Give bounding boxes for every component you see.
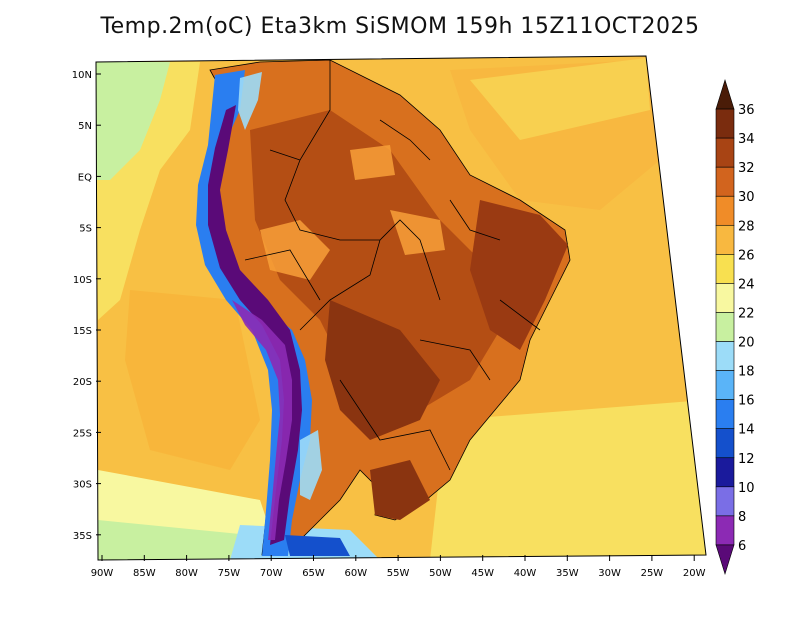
lat-tick-label: 5S bbox=[79, 224, 92, 235]
colorbar-segment bbox=[715, 195, 735, 226]
lon-tick-label: 30W bbox=[598, 568, 621, 579]
lat-tick-label: 25S bbox=[73, 428, 92, 439]
lon-tick-label: 35W bbox=[556, 568, 579, 579]
cool-ocean-northwest bbox=[96, 62, 170, 180]
lon-tick-label: 20W bbox=[683, 568, 706, 579]
lat-tick-label: 15S bbox=[73, 326, 92, 337]
lat-tick-label: 10N bbox=[72, 70, 92, 81]
colorbar-segment bbox=[715, 224, 735, 255]
lon-tick-label: 80W bbox=[175, 568, 198, 579]
colorbar-label: 10 bbox=[738, 481, 755, 496]
lon-tick-label: 60W bbox=[344, 568, 367, 579]
colorbar-label: 34 bbox=[738, 132, 755, 147]
latitude-axis: 10N 5N EQ 5S 10S 15S 20S 25S 30S 35S bbox=[72, 70, 101, 542]
lon-tick-label: 45W bbox=[471, 568, 494, 579]
colorbar-segment bbox=[715, 515, 735, 546]
lat-tick-label: 35S bbox=[73, 531, 92, 542]
lon-tick-label: 50W bbox=[429, 568, 452, 579]
andes-mid bbox=[232, 300, 292, 540]
colorbar-segment bbox=[715, 254, 735, 284]
colorbar-label: 14 bbox=[738, 423, 755, 438]
lat-tick-label: 5N bbox=[78, 121, 92, 132]
domain-border bbox=[95, 55, 707, 561]
colorbar-segment bbox=[715, 399, 735, 430]
patagonia-cold bbox=[285, 535, 350, 556]
interior-hot bbox=[325, 300, 440, 440]
lon-tick-label: 90W bbox=[91, 568, 114, 579]
lon-tick-label: 70W bbox=[260, 568, 283, 579]
colorbar-segment bbox=[715, 78, 735, 110]
lat-tick-label: 10S bbox=[73, 275, 92, 286]
colorbar-label: 20 bbox=[738, 336, 755, 351]
warm-ocean-patches bbox=[125, 290, 260, 470]
colorbar-label: 32 bbox=[738, 161, 755, 176]
lon-tick-label: 25W bbox=[641, 568, 664, 579]
lon-tick-label: 85W bbox=[133, 568, 156, 579]
country-borders bbox=[244, 60, 541, 471]
amazon-hot-core bbox=[250, 110, 500, 420]
colorbar-segment bbox=[715, 166, 735, 197]
colorbar-label: 36 bbox=[738, 103, 755, 118]
lon-tick-label: 75W bbox=[218, 568, 241, 579]
colorbar-label: 18 bbox=[738, 365, 755, 380]
colorbar-label: 22 bbox=[738, 306, 755, 321]
lat-tick-label: 30S bbox=[73, 480, 92, 491]
southern-cone-hot bbox=[370, 460, 430, 520]
colorbar-segment bbox=[715, 457, 735, 488]
longitude-axis: 90W 85W 80W 75W 70W 65W 60W 55W 50W 45W 40W 35W 30W 2… bbox=[91, 555, 706, 579]
colorbar-label: 8 bbox=[738, 510, 746, 525]
colorbar: 6 8 10 12 14 16 18 20 22 24 26 28 30 32 34 36 bbox=[715, 78, 755, 576]
colorbar-segment bbox=[715, 108, 735, 139]
atlantic-yellow-ne bbox=[470, 58, 650, 140]
colorbar-label: 12 bbox=[738, 452, 755, 467]
colorbar-segment bbox=[715, 428, 735, 459]
lat-tick-label: EQ bbox=[78, 172, 92, 183]
colorbar-segment bbox=[715, 341, 735, 371]
map-area bbox=[96, 56, 706, 560]
colorbar-label: 6 bbox=[738, 539, 746, 554]
colorbar-segment bbox=[715, 486, 735, 517]
lon-tick-label: 40W bbox=[514, 568, 537, 579]
northeast-hot bbox=[470, 200, 568, 350]
lat-tick-label: 20S bbox=[73, 377, 92, 388]
cool-ocean-south-2 bbox=[98, 520, 260, 560]
map-title: Temp.2m(oC) Eta3km SiSMOM 159h 15Z11OCT2… bbox=[100, 14, 700, 39]
colorbar-segment bbox=[715, 544, 735, 576]
andes-very-cold bbox=[208, 105, 302, 545]
warm-pale-patches bbox=[260, 145, 445, 280]
colorbar-label: 16 bbox=[738, 394, 755, 409]
lon-tick-label: 65W bbox=[302, 568, 325, 579]
andes-edge-light bbox=[238, 72, 322, 500]
colorbar-segment bbox=[715, 283, 735, 313]
lon-tick-label: 55W bbox=[387, 568, 410, 579]
colorbar-label: 28 bbox=[738, 219, 755, 234]
colorbar-label: 24 bbox=[738, 277, 755, 292]
colorbar-label: 30 bbox=[738, 190, 755, 205]
colorbar-segment bbox=[715, 137, 735, 168]
colorbar-label: 26 bbox=[738, 248, 755, 263]
colorbar-segment bbox=[715, 370, 735, 400]
atlantic-cool-se bbox=[430, 400, 706, 560]
colorbar-segment bbox=[715, 312, 735, 342]
